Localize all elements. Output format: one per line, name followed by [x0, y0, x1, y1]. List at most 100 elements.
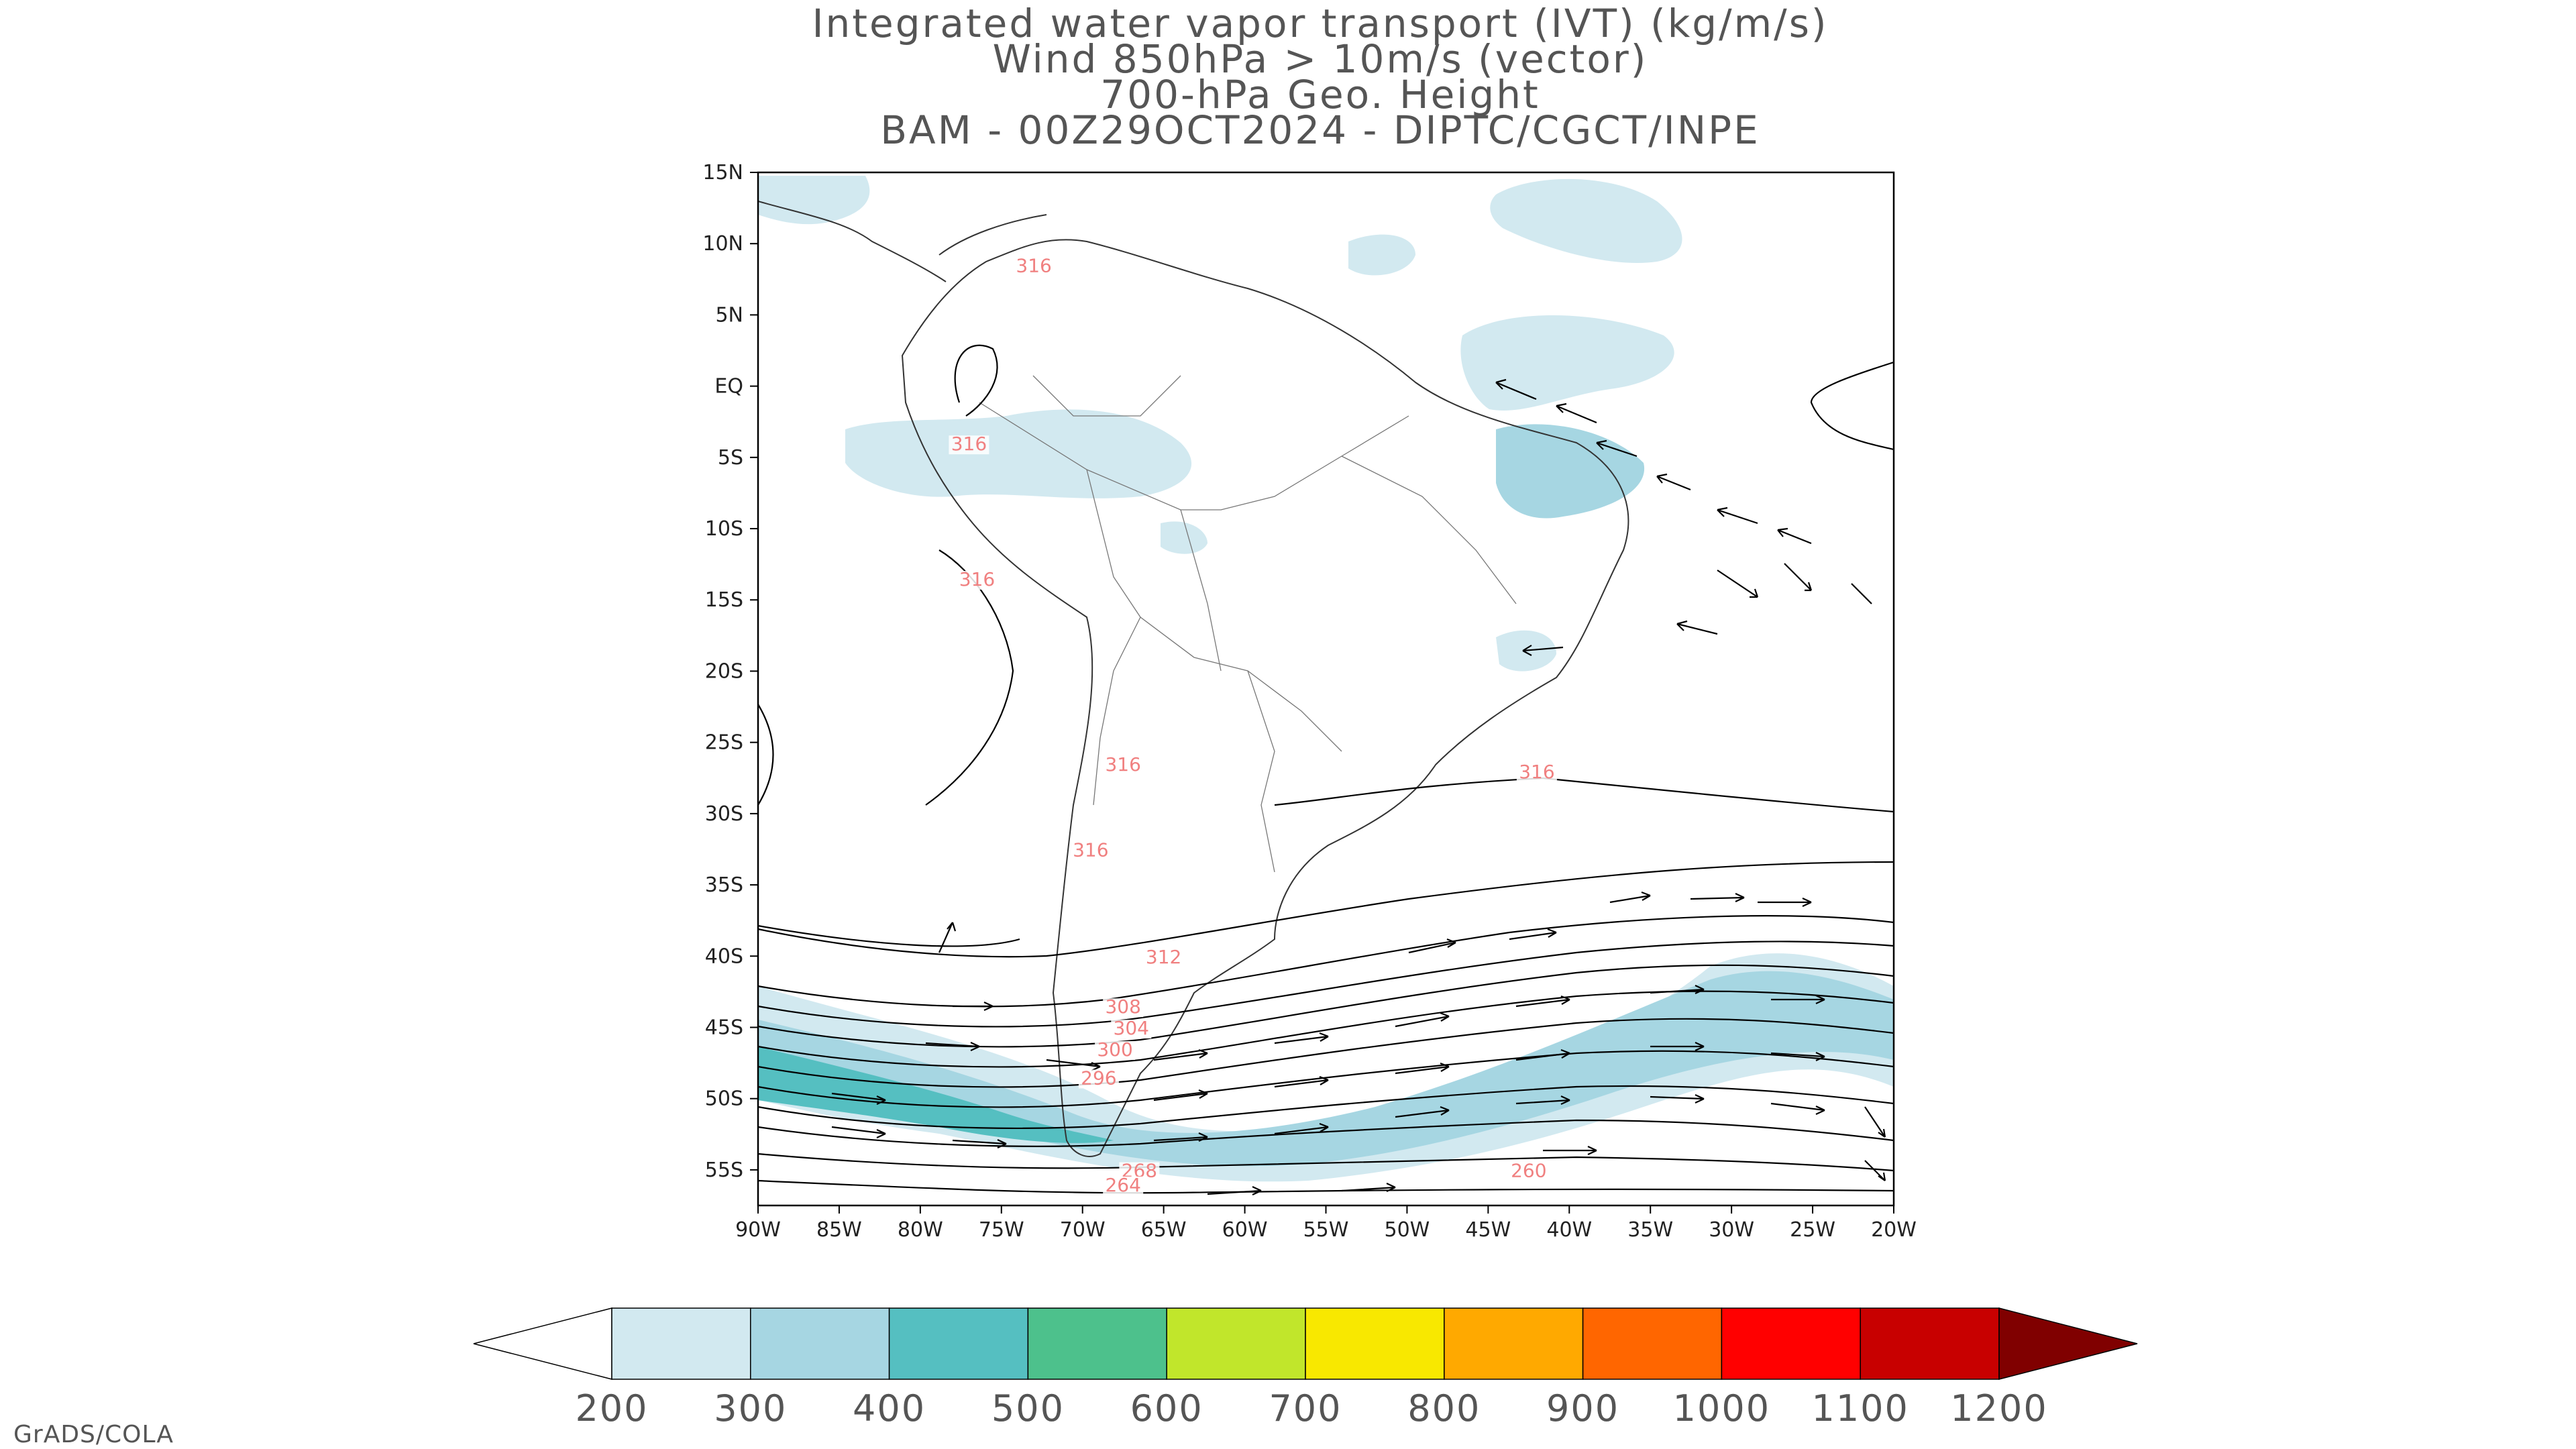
title-line-4: BAM - 00Z29OCT2024 - DIPTC/CGCT/INPE	[880, 107, 1760, 153]
contour-label: 308	[1105, 996, 1140, 1018]
lon-tick-label: 75W	[979, 1218, 1024, 1242]
colorbar-level-label: 700	[1269, 1387, 1342, 1430]
country-borders	[979, 375, 1517, 873]
caribbean-coast	[938, 214, 1047, 256]
colorbar-box	[611, 1307, 751, 1380]
ivt-band-500	[758, 1046, 1114, 1143]
lon-tick-label: 20W	[1871, 1218, 1917, 1242]
height-contours	[758, 344, 1894, 1194]
lon-tick-label: 35W	[1627, 1218, 1673, 1242]
lat-tick-label: 10N	[702, 232, 743, 256]
title-line-3: 700-hPa Geo. Height	[1100, 72, 1540, 117]
contour-label-bg	[1103, 756, 1144, 775]
contour-label-bg	[1508, 1162, 1549, 1181]
lat-tick-label: 20S	[705, 659, 743, 683]
lon-tick-label: 85W	[816, 1218, 862, 1242]
lat-tick-label: 50S	[705, 1087, 743, 1111]
ivt-shading	[758, 176, 1894, 1182]
lon-tick-label: 65W	[1141, 1218, 1187, 1242]
contour-label: 296	[1081, 1067, 1116, 1089]
colorbar-box	[1166, 1307, 1306, 1380]
latitude-axis: 15N 10N 5N EQ 5S 10S 15S 20S 25S 30S 35S 40S 45S 50S 5…	[702, 161, 758, 1182]
lat-tick-label: 15N	[702, 161, 743, 184]
colorbar-level-label: 400	[853, 1387, 926, 1430]
ivt-patch-n3	[1348, 234, 1415, 276]
ivt-patch-amazon	[845, 409, 1192, 498]
title-line-1: Integrated water vapor transport (IVT) (…	[812, 1, 1828, 46]
contour-label-bg	[1014, 257, 1055, 276]
lon-tick-label: 80W	[898, 1218, 943, 1242]
central-america-coast	[758, 201, 947, 282]
ivt-patch-ne	[1460, 315, 1674, 411]
title-line-2: Wind 850hPa > 10m/s (vector)	[993, 36, 1648, 82]
contour-label: 316	[1519, 761, 1554, 783]
contour-label-bg	[1095, 1040, 1136, 1060]
contour-label-bg	[1516, 763, 1557, 782]
lat-tick-label: 30S	[705, 802, 743, 826]
lon-tick-label: 45W	[1465, 1218, 1511, 1242]
lat-tick-label: EQ	[714, 375, 743, 398]
coastlines	[758, 201, 1629, 1157]
ivt-patch-amazon2	[1161, 521, 1208, 554]
contour-label: 316	[959, 568, 995, 590]
contour-labels: 3163163163163163163123083043002962682642…	[949, 255, 1557, 1196]
colorbar-level-label: 1000	[1673, 1387, 1770, 1430]
lat-tick-label: 5S	[718, 446, 743, 470]
lon-tick-label: 25W	[1790, 1218, 1835, 1242]
lat-tick-label: 25S	[705, 731, 743, 755]
ivt-patch-n1	[758, 176, 870, 225]
lon-tick-label: 40W	[1546, 1218, 1592, 1242]
contour-label: 264	[1105, 1174, 1140, 1196]
ivt-band-400	[758, 971, 1894, 1167]
colorbar-level-label: 500	[991, 1387, 1065, 1430]
grads-credit: GrADS/COLA	[13, 1421, 174, 1448]
contour-label-bg	[1070, 841, 1111, 861]
contour-label-bg	[957, 571, 998, 590]
colorbar-level-label: 200	[575, 1387, 648, 1430]
lon-tick-label: 90W	[735, 1218, 781, 1242]
lat-tick-label: 35S	[705, 873, 743, 897]
contour-label-bg	[1111, 1020, 1152, 1039]
contour-label: 260	[1511, 1160, 1546, 1182]
lat-tick-label: 40S	[705, 945, 743, 968]
colorbar-level-label: 300	[714, 1387, 787, 1430]
lat-tick-label: 55S	[705, 1159, 743, 1182]
contour-label-bg	[1143, 948, 1184, 967]
map-panel: 3163163163163163163123083043002962682642…	[702, 161, 1917, 1242]
colorbar-box	[1860, 1307, 2000, 1380]
colorbar-level-label: 800	[1407, 1387, 1481, 1430]
contour-label: 312	[1146, 946, 1181, 968]
ivt-patch-ne2	[1496, 424, 1645, 519]
lon-tick-label: 55W	[1303, 1218, 1349, 1242]
colorbar-box	[1582, 1307, 1723, 1380]
lat-tick-label: 15S	[705, 588, 743, 612]
contour-label-bg	[1078, 1069, 1119, 1089]
contour-label: 316	[1073, 839, 1108, 861]
colorbar-level-label: 1200	[1950, 1387, 2047, 1430]
ivt-patch-n2	[1490, 178, 1682, 263]
colorbar-box	[1305, 1307, 1445, 1380]
colorbar-box	[1721, 1307, 1861, 1380]
longitude-axis: 90W 85W 80W 75W 70W 65W 60W 55W 50W 45W 40W 35W 30W 2…	[735, 1205, 1917, 1242]
colorbar-level-label: 600	[1130, 1387, 1203, 1430]
wind-vectors	[831, 378, 1886, 1195]
colorbar-box	[750, 1307, 890, 1380]
colorbar-box	[1027, 1307, 1167, 1380]
lon-tick-label: 60W	[1222, 1218, 1268, 1242]
colorbar-level-label: 1100	[1811, 1387, 1909, 1430]
contour-label-bg	[949, 435, 989, 455]
lat-tick-label: 5N	[715, 303, 743, 327]
contour-label-bg	[1103, 1176, 1144, 1195]
contour-label: 316	[951, 433, 987, 455]
figure-title: Integrated water vapor transport (IVT) (…	[812, 1, 1828, 153]
colorbar: 200 300 400 500 600 700 800 900 1000 1100 1200	[473, 1307, 2138, 1430]
lon-tick-label: 70W	[1060, 1218, 1106, 1242]
contour-label: 304	[1114, 1017, 1149, 1039]
contour-label: 300	[1097, 1038, 1132, 1061]
lon-tick-label: 50W	[1385, 1218, 1430, 1242]
lat-tick-label: 10S	[705, 517, 743, 541]
contour-label-bg	[1103, 998, 1144, 1018]
lon-tick-label: 30W	[1709, 1218, 1754, 1242]
colorbar-box	[1444, 1307, 1584, 1380]
